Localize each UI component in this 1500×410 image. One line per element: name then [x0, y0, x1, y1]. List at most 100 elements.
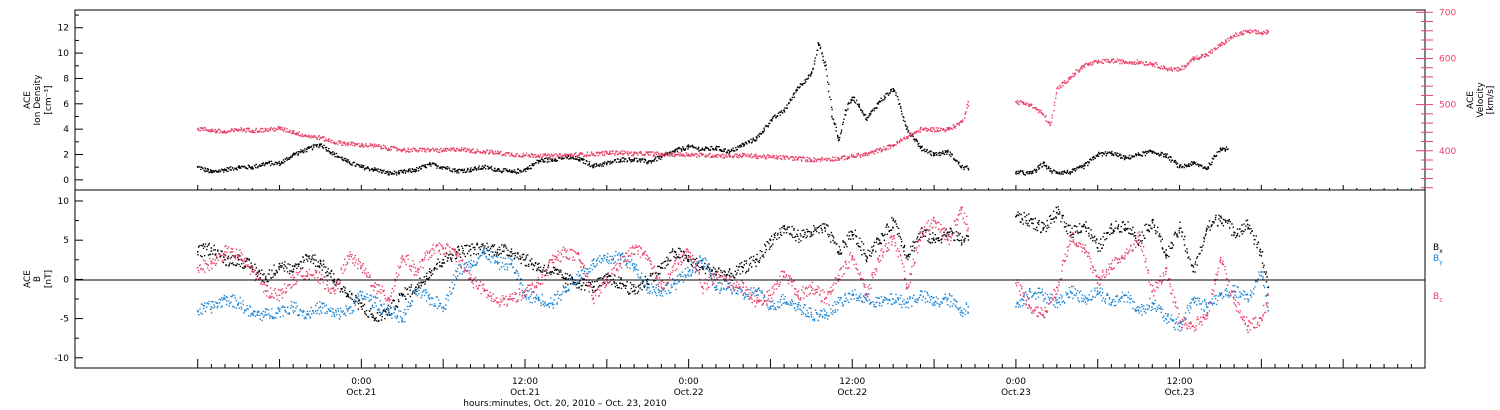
- data-point-1-1-3: [237, 302, 240, 304]
- x-tick-label-time-4: 0:00: [1006, 377, 1026, 387]
- data-point-1-1-63: [1069, 290, 1072, 293]
- data-point-1-0-12: [360, 305, 363, 308]
- data-point-0-1-16: [415, 149, 417, 152]
- data-point-1-1-62: [1055, 302, 1058, 304]
- data-point-0-1-20: [469, 149, 472, 152]
- x-tick-label-date-2: Oct.22: [674, 388, 704, 398]
- data-point-0-0-10: [333, 153, 335, 156]
- data-point-1-0-24: [524, 258, 526, 261]
- data-point-1-0-1: [210, 247, 213, 249]
- data-point-0-1-79: [1267, 30, 1270, 33]
- data-point-1-1-24: [524, 294, 526, 296]
- data-point-1-1-1: [210, 305, 213, 308]
- data-point-0-0-18: [442, 166, 445, 169]
- data-point-0-1-66: [1096, 61, 1099, 64]
- data-point-0-0-9: [319, 143, 322, 146]
- data-point-1-0-52: [905, 255, 908, 257]
- data-point-1-2-72: [1192, 325, 1195, 328]
- data-point-0-1-32: [633, 153, 635, 155]
- data-point-0-0-59: [946, 151, 949, 153]
- data-point-1-2-16: [415, 270, 417, 273]
- left-tick-label-0-0: 0: [63, 176, 69, 186]
- data-point-0-1-33: [646, 152, 649, 155]
- data-point-0-0-36: [687, 146, 690, 148]
- right-tick-label-600: 600: [1439, 54, 1456, 64]
- data-point-0-1-39: [728, 155, 731, 158]
- data-point-1-1-64: [1083, 298, 1085, 300]
- data-point-0-1-45: [810, 159, 813, 161]
- data-point-0-1-44: [796, 157, 799, 160]
- data-point-1-2-29: [592, 298, 595, 300]
- data-point-1-1-2: [224, 298, 226, 300]
- data-point-0-0-68: [1055, 171, 1058, 174]
- bottom-left-axis-label-3: [nT]: [44, 270, 54, 288]
- data-point-0-1-15: [401, 148, 404, 151]
- data-point-1-2-62: [1055, 286, 1058, 289]
- data-point-0-1-78: [1260, 32, 1263, 34]
- data-point-1-2-74: [1219, 258, 1222, 261]
- data-point-0-1-17: [428, 148, 431, 151]
- data-point-0-0-63: [1015, 171, 1017, 174]
- data-point-0-1-7: [292, 131, 295, 134]
- data-point-0-0-14: [387, 172, 390, 175]
- data-point-1-2-19: [455, 255, 458, 257]
- data-point-1-1-50: [878, 302, 881, 304]
- data-point-1-1-76: [1246, 298, 1249, 300]
- series-layer: [196, 29, 1270, 334]
- data-point-1-1-37: [701, 258, 704, 261]
- data-point-1-2-63: [1069, 235, 1072, 238]
- data-point-1-0-49: [865, 255, 867, 257]
- data-point-1-1-49: [865, 298, 867, 300]
- series-0-0: [196, 42, 1229, 176]
- data-point-1-1-0: [196, 309, 199, 312]
- data-point-1-1-23: [510, 262, 513, 265]
- data-point-0-1-60: [1028, 103, 1031, 106]
- data-point-1-1-13: [374, 302, 376, 304]
- x-tick-label-date-0: Oct.21: [346, 388, 376, 398]
- svg-text:Bx: Bx: [1433, 243, 1443, 255]
- data-point-0-1-38: [715, 154, 717, 157]
- data-point-1-1-10: [333, 313, 335, 316]
- data-point-0-1-57: [967, 100, 970, 103]
- data-point-0-1-63: [1055, 87, 1058, 90]
- data-point-0-0-77: [1178, 166, 1181, 169]
- data-point-1-2-57: [967, 227, 970, 230]
- data-point-0-1-3: [237, 128, 240, 131]
- data-point-0-0-60: [960, 166, 963, 169]
- data-point-1-2-43: [783, 270, 785, 273]
- x-tick-label-date-1: Oct.21: [510, 388, 540, 398]
- data-point-0-1-25: [537, 154, 540, 157]
- data-point-1-0-9: [319, 262, 322, 265]
- data-point-1-1-8: [305, 313, 308, 316]
- data-point-1-2-53: [919, 231, 922, 234]
- svg-text:Bz: Bz: [1433, 292, 1442, 304]
- data-point-0-1-34: [660, 153, 663, 156]
- data-point-0-0-52: [858, 105, 860, 108]
- data-point-0-0-42: [769, 119, 772, 122]
- data-point-0-0-65: [1035, 168, 1038, 171]
- data-point-1-0-26: [551, 270, 554, 273]
- data-point-1-1-74: [1219, 294, 1222, 296]
- data-point-0-0-8: [305, 148, 308, 151]
- data-point-0-1-40: [742, 154, 745, 157]
- data-point-0-0-5: [265, 162, 267, 165]
- data-point-0-1-22: [496, 152, 499, 155]
- data-point-1-2-49: [865, 294, 867, 296]
- data-point-0-0-69: [1069, 171, 1072, 174]
- data-point-0-1-21: [483, 150, 485, 153]
- data-point-1-1-33: [646, 286, 649, 289]
- data-point-1-2-35: [674, 262, 676, 265]
- data-point-1-2-77: [1260, 317, 1263, 320]
- right-tick-label-500: 500: [1439, 101, 1456, 111]
- data-point-1-2-46: [824, 298, 826, 300]
- data-point-1-0-36: [687, 258, 690, 261]
- data-point-0-1-46: [824, 158, 826, 161]
- data-point-1-2-26: [551, 258, 554, 261]
- data-point-1-2-54: [933, 219, 935, 222]
- data-point-1-1-48: [851, 294, 854, 296]
- data-point-1-2-75: [1233, 302, 1235, 304]
- left-tick-label-0-6: 6: [63, 100, 69, 110]
- data-point-0-1-28: [578, 153, 581, 156]
- data-point-0-0-66: [1042, 162, 1045, 165]
- data-point-0-1-73: [1192, 57, 1195, 60]
